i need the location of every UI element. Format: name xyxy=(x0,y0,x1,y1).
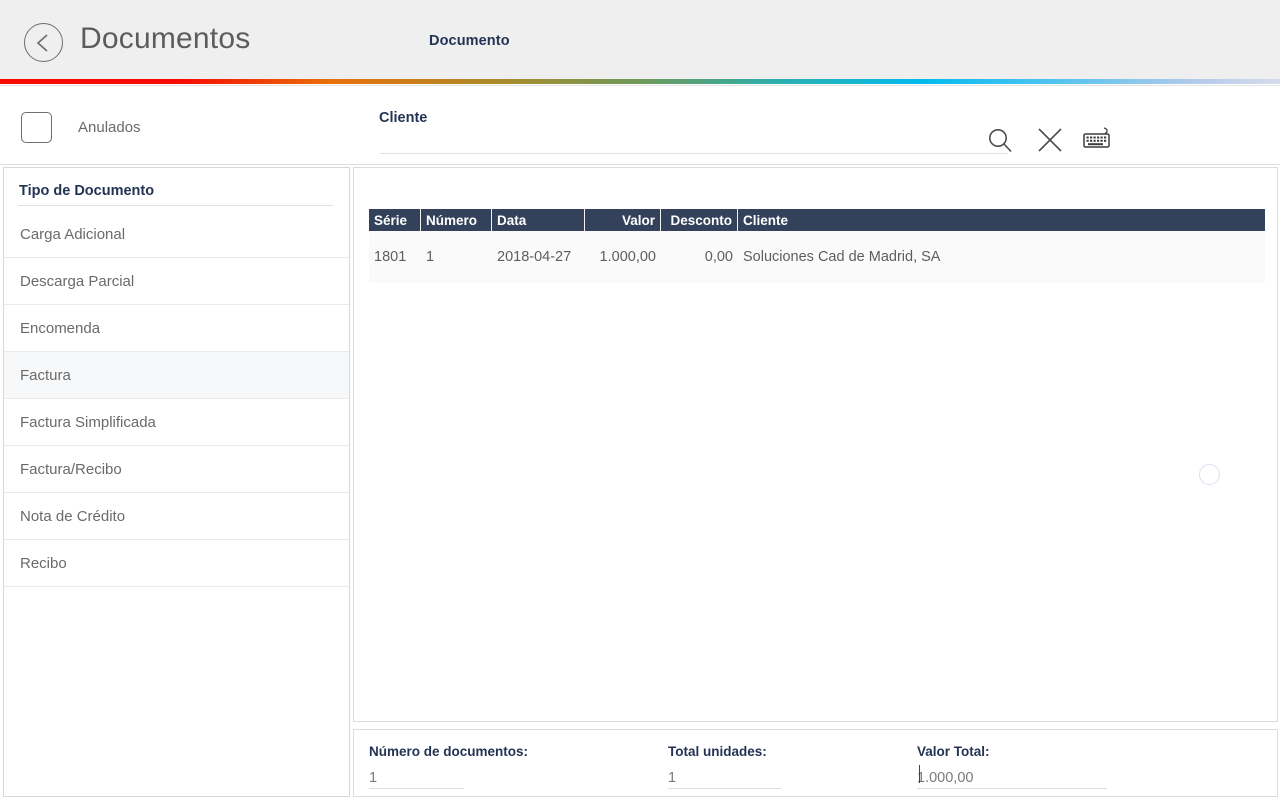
doc-count-label: Número de documentos: xyxy=(369,744,529,759)
clear-icon[interactable] xyxy=(1036,126,1064,159)
sidebar-title: Tipo de Documento xyxy=(19,183,155,199)
total-value-label: Valor Total: xyxy=(917,744,990,759)
sidebar-item-descarga-parcial[interactable]: Descarga Parcial xyxy=(4,258,349,305)
sidebar-item-recibo[interactable]: Recibo xyxy=(4,540,349,587)
cell-valor: 1.000,00 xyxy=(599,249,656,265)
documents-table: Série Número Data Valor Desconto Cliente… xyxy=(369,209,1265,283)
cell-numero: 1 xyxy=(426,249,435,265)
cell-cliente: Soluciones Cad de Madrid, SA xyxy=(743,249,941,265)
sidebar-item-encomenda[interactable]: Encomenda xyxy=(4,305,349,352)
search-icon[interactable] xyxy=(986,126,1014,159)
table-header-row: Série Número Data Valor Desconto Cliente xyxy=(369,209,1265,231)
documents-panel: Série Número Data Valor Desconto Cliente… xyxy=(353,167,1278,722)
sidebar-item-factura-recibo[interactable]: Factura/Recibo xyxy=(4,446,349,493)
total-units-field: Total unidades: xyxy=(668,744,781,789)
accent-gradient-divider xyxy=(0,79,1280,84)
sidebar-item-nota-de-credito[interactable]: Nota de Crédito xyxy=(4,493,349,540)
text-caret xyxy=(919,765,920,783)
title-bar: Documentos Documento xyxy=(0,0,1280,79)
document-type-sidebar: Tipo de Documento Carga Adicional Descar… xyxy=(3,167,350,797)
anulados-label: Anulados xyxy=(78,119,141,136)
anulados-checkbox[interactable] xyxy=(21,112,52,143)
total-units-value[interactable] xyxy=(668,767,781,789)
keyboard-icon[interactable] xyxy=(1082,126,1112,159)
column-header-cliente[interactable]: Cliente xyxy=(743,212,789,228)
document-type-list: Carga Adicional Descarga Parcial Encomen… xyxy=(4,211,349,587)
totals-footer: Número de documentos: Total unidades: Va… xyxy=(353,729,1278,797)
column-header-data[interactable]: Data xyxy=(492,209,585,231)
total-value-value[interactable] xyxy=(917,767,1107,789)
column-header-serie[interactable]: Série xyxy=(369,209,421,231)
cell-desconto: 0,00 xyxy=(704,249,733,265)
back-button[interactable] xyxy=(24,23,63,62)
cliente-search-input[interactable] xyxy=(380,128,1008,154)
total-units-label: Total unidades: xyxy=(668,744,767,759)
column-header-desconto[interactable]: Desconto xyxy=(661,209,738,231)
doc-count-value[interactable] xyxy=(369,767,464,789)
loading-spinner-icon xyxy=(1199,464,1220,485)
doc-count-field: Número de documentos: xyxy=(369,744,528,789)
table-row[interactable]: 1801 1 2018-04-27 1.000,00 0,00 Solucion… xyxy=(369,231,1265,283)
column-header-valor[interactable]: Valor xyxy=(585,209,661,231)
cliente-field-label: Cliente xyxy=(379,110,428,126)
total-value-field: Valor Total: xyxy=(917,744,1107,789)
tab-documento[interactable]: Documento xyxy=(429,33,510,49)
page-title: Documentos xyxy=(80,22,251,55)
filter-bar xyxy=(0,85,1280,165)
sidebar-item-carga-adicional[interactable]: Carga Adicional xyxy=(4,211,349,258)
column-header-numero[interactable]: Número xyxy=(421,209,492,231)
sidebar-item-factura[interactable]: Factura xyxy=(4,352,349,399)
cell-serie: 1801 xyxy=(374,249,407,265)
sidebar-item-factura-simplificada[interactable]: Factura Simplificada xyxy=(4,399,349,446)
cell-data: 2018-04-27 xyxy=(497,249,572,265)
sidebar-title-divider xyxy=(18,205,333,206)
